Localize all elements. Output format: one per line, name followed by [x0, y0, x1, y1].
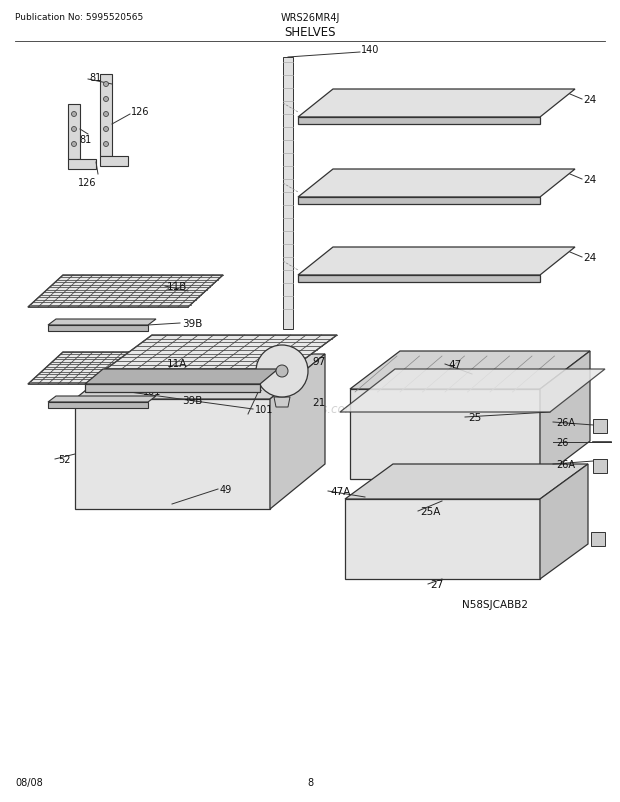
Text: 26A: 26A — [556, 460, 575, 469]
Polygon shape — [48, 326, 148, 331]
Polygon shape — [298, 170, 575, 198]
Circle shape — [276, 366, 288, 378]
Text: 24: 24 — [583, 253, 596, 263]
Polygon shape — [28, 276, 223, 308]
Text: 97: 97 — [312, 357, 326, 367]
Polygon shape — [28, 353, 223, 384]
Text: 52: 52 — [58, 455, 71, 464]
Text: WRS26MR4J: WRS26MR4J — [280, 13, 340, 23]
Text: N58SJCABB2: N58SJCABB2 — [462, 599, 528, 610]
Polygon shape — [298, 198, 540, 205]
Text: 11B: 11B — [167, 282, 187, 292]
Text: 51: 51 — [250, 383, 262, 392]
Text: 81: 81 — [79, 135, 91, 145]
Polygon shape — [85, 370, 278, 384]
Polygon shape — [540, 464, 588, 579]
Polygon shape — [345, 464, 588, 500]
Text: 26: 26 — [556, 437, 569, 448]
Text: 27: 27 — [430, 579, 443, 589]
Text: 24: 24 — [583, 175, 596, 184]
Circle shape — [104, 112, 108, 117]
Polygon shape — [100, 75, 112, 157]
Text: 11A: 11A — [167, 358, 187, 369]
Polygon shape — [274, 398, 290, 407]
Text: 140: 140 — [361, 45, 379, 55]
Circle shape — [104, 83, 108, 87]
Text: 49: 49 — [220, 484, 232, 494]
Polygon shape — [298, 118, 540, 125]
Text: 47A: 47A — [330, 486, 350, 496]
Polygon shape — [298, 248, 575, 276]
Text: 11: 11 — [263, 358, 275, 367]
Text: 47: 47 — [448, 359, 461, 370]
Polygon shape — [340, 370, 605, 412]
Text: 101: 101 — [143, 387, 161, 396]
Text: Publication No: 5995520565: Publication No: 5995520565 — [15, 14, 143, 22]
Circle shape — [104, 128, 108, 132]
Polygon shape — [75, 399, 270, 509]
Polygon shape — [48, 320, 156, 326]
Text: 8: 8 — [307, 777, 313, 787]
Circle shape — [104, 142, 108, 148]
Polygon shape — [85, 384, 260, 392]
Text: 26A: 26A — [556, 418, 575, 427]
Polygon shape — [68, 160, 96, 170]
Polygon shape — [591, 533, 605, 546]
Text: 126: 126 — [131, 107, 149, 117]
Text: 39B: 39B — [182, 395, 202, 406]
Polygon shape — [68, 105, 80, 160]
Text: 08/08: 08/08 — [15, 777, 43, 787]
Circle shape — [71, 112, 76, 117]
Text: 126: 126 — [78, 178, 97, 188]
Polygon shape — [270, 354, 325, 509]
Polygon shape — [345, 500, 540, 579]
Text: SHELVES: SHELVES — [284, 26, 336, 39]
Polygon shape — [593, 460, 607, 473]
Text: 39: 39 — [270, 373, 282, 383]
Polygon shape — [298, 90, 575, 118]
Text: 81: 81 — [89, 73, 101, 83]
Polygon shape — [102, 335, 337, 373]
Polygon shape — [350, 351, 590, 390]
Polygon shape — [593, 419, 607, 433]
Polygon shape — [48, 403, 148, 408]
Polygon shape — [298, 276, 540, 282]
Polygon shape — [100, 157, 128, 167]
Circle shape — [104, 97, 108, 103]
Polygon shape — [283, 58, 293, 330]
Circle shape — [71, 142, 76, 148]
Text: 25A: 25A — [420, 506, 440, 516]
Polygon shape — [540, 351, 590, 480]
Polygon shape — [350, 390, 540, 480]
Circle shape — [256, 346, 308, 398]
Polygon shape — [75, 354, 325, 399]
Text: 39B: 39B — [182, 318, 202, 329]
Text: eReplacementParts.com: eReplacementParts.com — [213, 403, 357, 416]
Text: 101: 101 — [255, 404, 273, 415]
Text: 24: 24 — [583, 95, 596, 105]
Text: 25: 25 — [468, 412, 481, 423]
Circle shape — [71, 128, 76, 132]
Polygon shape — [48, 396, 156, 403]
Text: 21: 21 — [312, 398, 326, 407]
